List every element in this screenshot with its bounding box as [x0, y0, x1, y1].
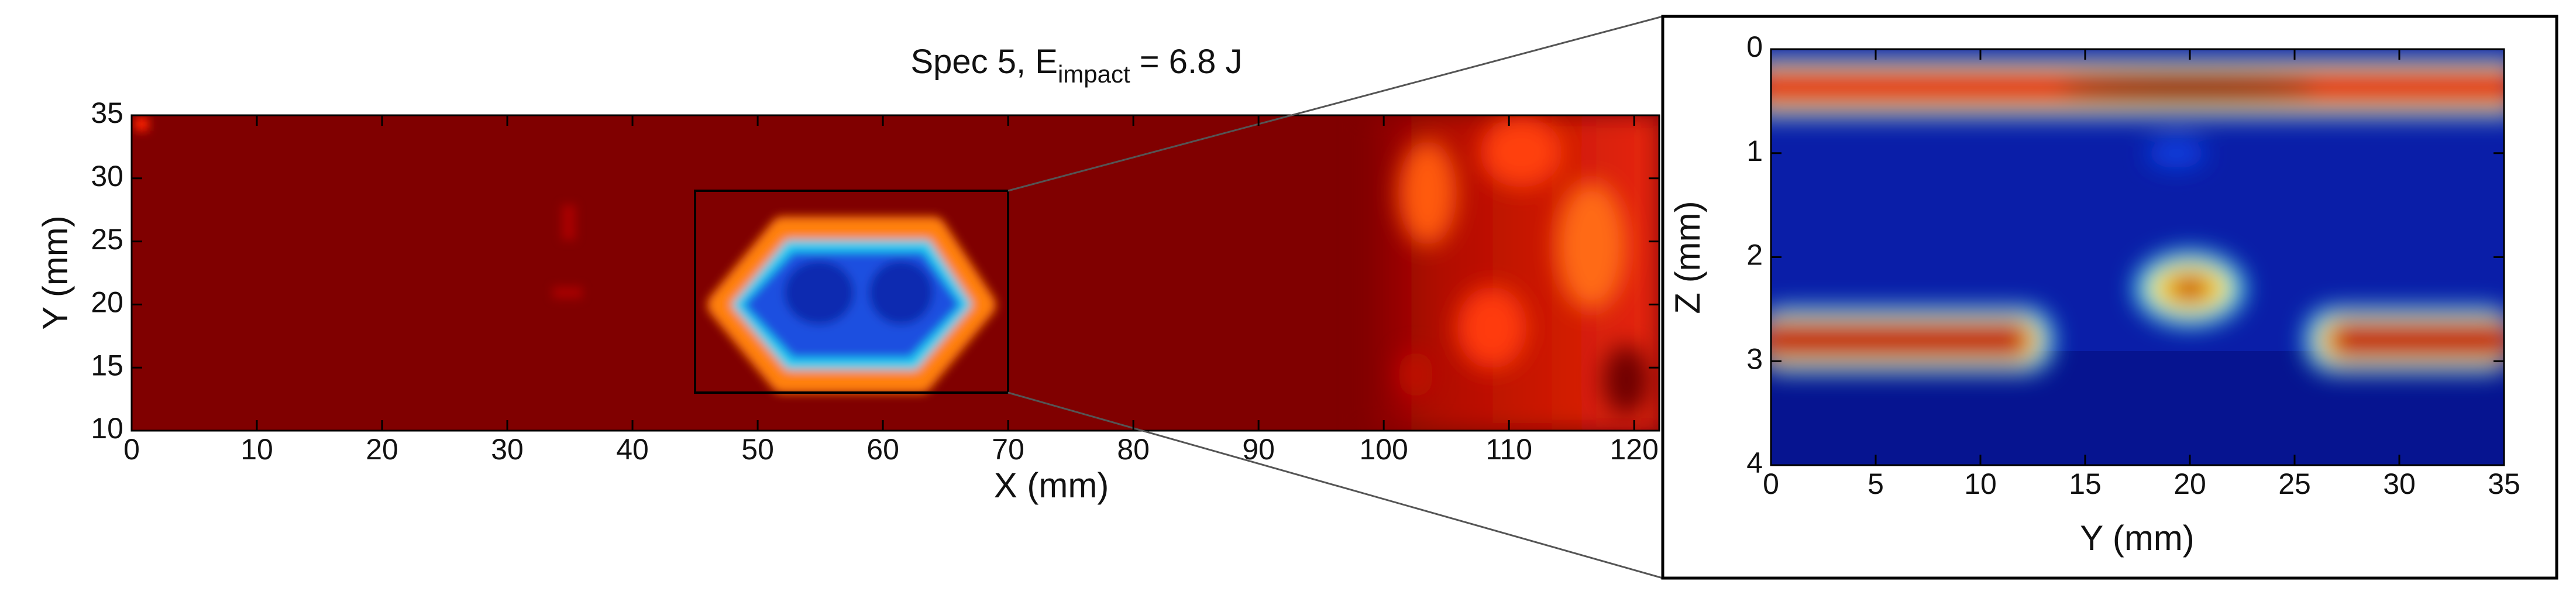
title-text: Spec 5, E — [910, 43, 1057, 81]
chart-title: Spec 5, Eimpact = 6.8 J — [910, 43, 1242, 88]
x-tick-label: 25 — [2278, 468, 2311, 500]
x-tick-label: 80 — [1117, 433, 1150, 466]
y-tick-label: 2 — [1746, 239, 1763, 271]
y-tick-label: 10 — [91, 412, 123, 445]
y-tick-label: 30 — [91, 160, 123, 193]
x-tick-label: 30 — [2383, 468, 2416, 500]
x-tick-label: 0 — [1763, 468, 1779, 500]
y-tick-label: 35 — [91, 97, 123, 129]
y-tick-label: 4 — [1746, 446, 1763, 479]
zoom-box — [694, 190, 1009, 394]
x-tick-label: 35 — [2488, 468, 2520, 500]
x-tick-label: 110 — [1485, 433, 1532, 466]
y-tick-label: 3 — [1746, 342, 1763, 375]
x-tick-label: 120 — [1609, 433, 1658, 466]
x-tick-label: 15 — [2069, 468, 2102, 500]
y-tick-label: 20 — [91, 286, 123, 319]
x-tick-label: 60 — [866, 433, 899, 466]
title-text: = 6.8 J — [1130, 43, 1243, 81]
zoom-line — [1007, 15, 1663, 192]
x-tick-label: 20 — [366, 433, 398, 466]
c-scan-image — [132, 115, 1659, 431]
x-tick-label: 0 — [123, 433, 140, 466]
x-tick-label: 10 — [1964, 468, 1997, 500]
zoom-line — [1007, 391, 1663, 579]
x-tick-label: 30 — [491, 433, 524, 466]
plot-frame — [130, 114, 1660, 432]
y-tick-label: 25 — [91, 223, 123, 256]
b-scan-image — [1771, 49, 2504, 465]
y-axis-label: Z (mm) — [1668, 201, 1707, 314]
x-tick-label: 20 — [2173, 468, 2206, 500]
title-subscript: impact — [1058, 60, 1130, 88]
y-tick-label: 15 — [91, 349, 123, 382]
x-tick-label: 50 — [741, 433, 774, 466]
x-tick-label: 40 — [616, 433, 649, 466]
x-tick-label: 100 — [1359, 433, 1408, 466]
x-tick-label: 10 — [240, 433, 273, 466]
y-axis-label: Y (mm) — [36, 215, 75, 330]
x-tick-label: 5 — [1867, 468, 1884, 500]
y-tick-label: 0 — [1746, 30, 1763, 63]
x-axis-label: X (mm) — [994, 466, 1109, 505]
x-tick-label: 90 — [1242, 433, 1275, 466]
y-tick-label: 1 — [1746, 135, 1763, 167]
x-axis-label: Y (mm) — [2080, 518, 2195, 558]
x-tick-label: 70 — [992, 433, 1024, 466]
